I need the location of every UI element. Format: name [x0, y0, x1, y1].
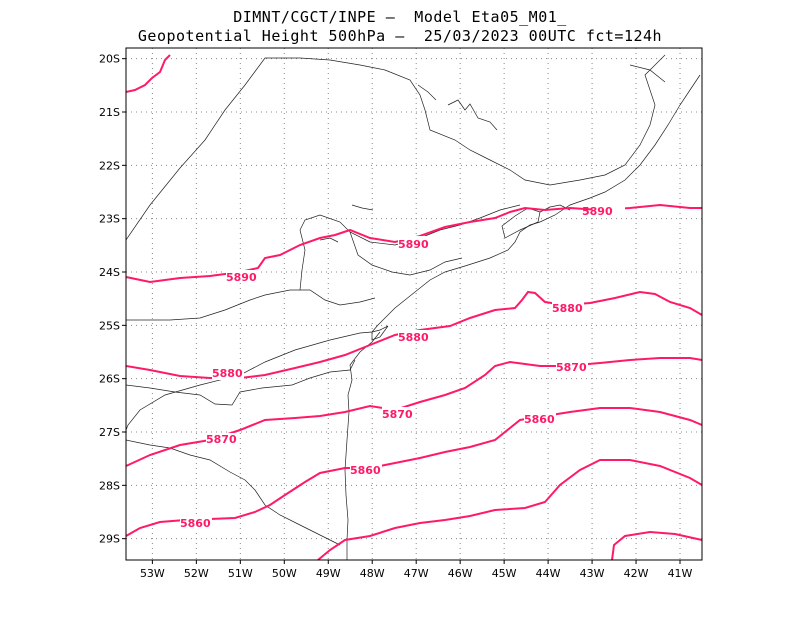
lat-tick-label: 25S: [99, 319, 120, 332]
coastline-and-borders: [125, 54, 701, 560]
contour-label: 5870: [382, 408, 413, 421]
contour-label: 5890: [226, 271, 257, 284]
lon-tick-label: 52W: [184, 567, 209, 580]
lon-tick-label: 48W: [360, 567, 385, 580]
lon-tick-label: 51W: [228, 567, 253, 580]
map-frame: [125, 47, 703, 561]
contour-label: 5880: [398, 331, 429, 344]
height-contours: [125, 54, 703, 561]
contour-label: 5860: [350, 464, 381, 477]
contour-label: 5890: [398, 238, 429, 251]
lon-tick-label: 42W: [624, 567, 649, 580]
contour-label: 5860: [180, 517, 211, 530]
lon-tick-label: 43W: [580, 567, 605, 580]
lon-tick-label: 41W: [668, 567, 693, 580]
map-title-line-2: Geopotential Height 500hPa – 25/03/2023 …: [137, 27, 663, 45]
lat-tick-label: 23S: [99, 213, 120, 226]
lon-tick-label: 49W: [316, 567, 341, 580]
lon-tick-label: 46W: [448, 567, 473, 580]
lat-tick-label: 20S: [99, 53, 120, 66]
lat-tick-label: 27S: [99, 426, 120, 439]
contour-label: 5890: [582, 205, 613, 218]
lat-tick-label: 22S: [99, 159, 120, 172]
lon-tick-label: 45W: [492, 567, 517, 580]
contour-label: 5870: [206, 433, 237, 446]
contour-label: 5880: [212, 367, 243, 380]
lon-tick-label: 47W: [404, 567, 429, 580]
lat-tick-label: 24S: [99, 266, 120, 279]
contour-5840: [611, 530, 703, 561]
map-title-line-1: DIMNT/CGCT/INPE – Model Eta05_M01_: [233, 8, 567, 26]
contour-labels: 5890 5890 5890 5880 5880 5880 5870 5870 …: [180, 203, 625, 530]
contour-5850: [317, 459, 703, 561]
lon-tick-label: 44W: [536, 567, 561, 580]
lat-lon-grid: [126, 48, 702, 560]
contour-5890-northwest: [125, 54, 171, 93]
lat-tick-label: 21S: [99, 106, 120, 119]
lon-tick-label: 53W: [140, 567, 165, 580]
contour-label: 5870: [556, 361, 587, 374]
lat-tick-label: 28S: [99, 479, 120, 492]
contour-5880: [125, 290, 703, 379]
lon-tick-label: 50W: [272, 567, 297, 580]
axis-ticks: 53W 52W 51W 50W 49W 48W 47W 46W 45W 44W 43W 42W 41W 2…: [99, 53, 693, 580]
contour-5870: [125, 357, 703, 467]
contour-label: 5860: [524, 413, 555, 426]
contour-5860: [125, 407, 703, 537]
contour-label: 5880: [552, 302, 583, 315]
lat-tick-label: 26S: [99, 373, 120, 386]
lat-tick-label: 29S: [99, 533, 120, 546]
